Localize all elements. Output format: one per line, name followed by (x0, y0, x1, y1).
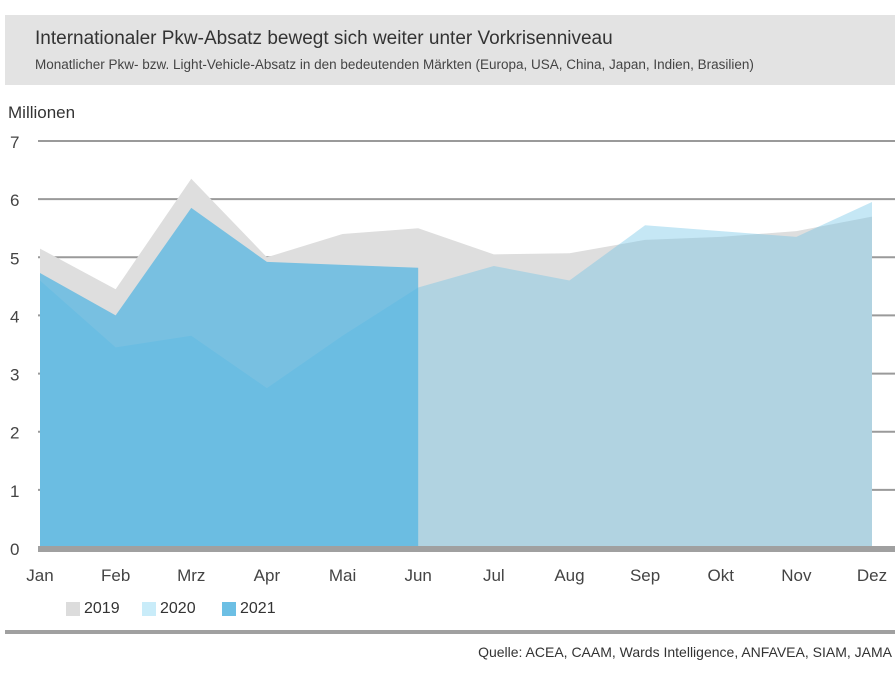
y-tick-label: 1 (10, 482, 19, 501)
area-series-2021 (40, 207, 419, 548)
chart-header: Internationaler Pkw-Absatz bewegt sich w… (5, 15, 895, 85)
x-tick-label: Dez (857, 566, 887, 585)
legend-swatch (142, 602, 156, 616)
y-tick-label: 4 (10, 307, 19, 326)
divider (5, 630, 895, 634)
legend-swatch (222, 602, 236, 616)
legend-label: 2019 (84, 600, 120, 617)
y-tick-label: 5 (10, 249, 19, 268)
x-tick-label: Jul (483, 566, 505, 585)
x-tick-label: Mrz (177, 566, 205, 585)
legend-item-2020: 2020 (142, 600, 196, 618)
legend-swatch (66, 602, 80, 616)
y-tick-label: 2 (10, 424, 19, 443)
legend-label: 2020 (160, 600, 196, 617)
x-tick-label: Nov (781, 566, 812, 585)
x-tick-label: Sep (630, 566, 660, 585)
legend-label: 2021 (240, 600, 276, 617)
chart-title: Internationaler Pkw-Absatz bewegt sich w… (35, 28, 613, 49)
x-tick-label: Apr (254, 566, 281, 585)
chart-subtitle: Monatlicher Pkw- bzw. Light-Vehicle-Absa… (35, 57, 754, 72)
y-tick-label: 6 (10, 191, 19, 210)
x-tick-label: Feb (101, 566, 130, 585)
x-tick-label: Okt (708, 566, 735, 585)
y-tick-label: 0 (10, 540, 19, 559)
legend-item-2019: 2019 (66, 600, 120, 618)
x-tick-label: Mai (329, 566, 356, 585)
y-tick-label: 7 (10, 133, 19, 152)
x-tick-label: Jun (404, 566, 431, 585)
source-note: Quelle: ACEA, CAAM, Wards Intelligence, … (478, 644, 892, 660)
y-axis-label: Millionen (8, 103, 76, 122)
x-tick-label: Aug (554, 566, 584, 585)
legend-item-2021: 2021 (222, 600, 276, 618)
y-tick-label: 3 (10, 366, 19, 385)
x-tick-label: Jan (26, 566, 53, 585)
x-axis-line (38, 546, 895, 552)
